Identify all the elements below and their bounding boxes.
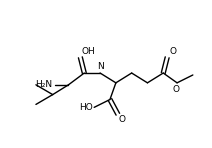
Text: H₂N: H₂N [36,80,53,89]
Text: O: O [119,115,126,124]
Text: O: O [173,85,180,94]
Text: OH: OH [81,47,95,56]
Text: O: O [169,47,176,56]
Text: N: N [97,62,103,71]
Text: HO: HO [80,103,93,112]
